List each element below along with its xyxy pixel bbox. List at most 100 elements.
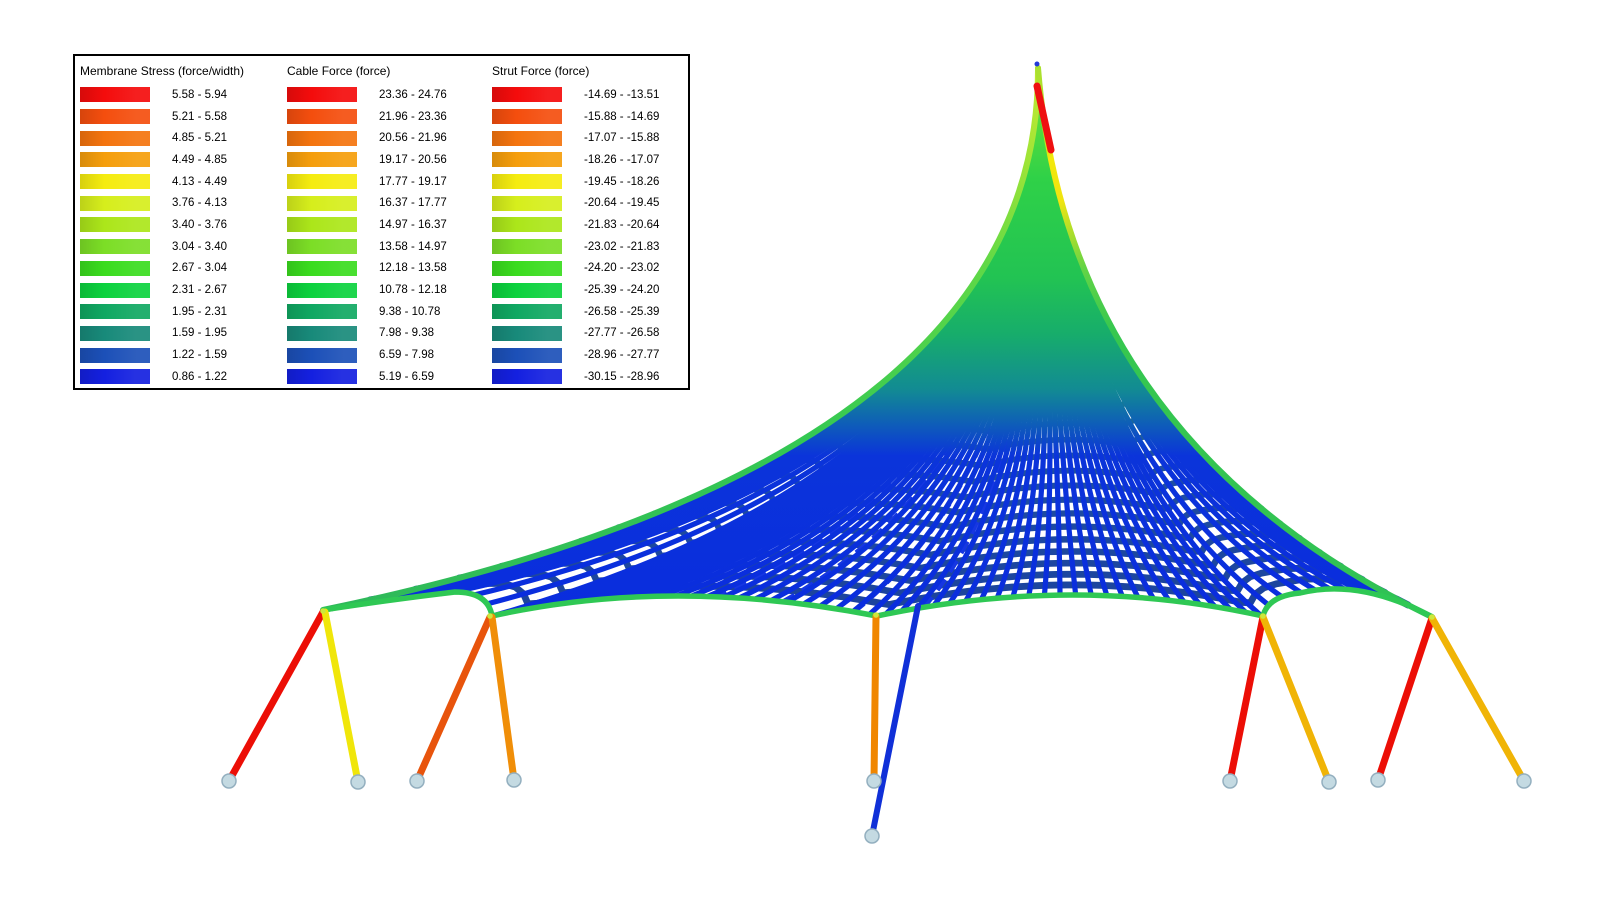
corner-node	[320, 608, 326, 614]
ground-anchor	[1516, 773, 1532, 789]
corner-node	[1260, 613, 1266, 619]
legend-row: -14.69 - -13.51	[492, 84, 690, 106]
legend-row: -18.26 - -17.07	[492, 149, 690, 171]
corner-nodes	[320, 608, 1435, 620]
legend-row: 3.04 - 3.40	[80, 236, 287, 258]
legend-range-label: -25.39 - -24.20	[584, 284, 660, 297]
legend-row: 21.96 - 23.36	[287, 106, 492, 128]
apex-node	[1034, 61, 1040, 67]
legend-range-label: -21.83 - -20.64	[584, 218, 660, 231]
legend-color-swatch	[287, 304, 357, 320]
legend-column-membrane-stress: Membrane Stress (force/width) 5.58 - 5.9…	[80, 60, 287, 388]
legend-row: -21.83 - -20.64	[492, 214, 690, 236]
legend-range-label: 6.59 - 7.98	[379, 349, 434, 362]
legend-row: 1.59 - 1.95	[80, 323, 287, 345]
legend-row: 23.36 - 24.76	[287, 84, 492, 106]
legend-color-swatch	[492, 217, 562, 233]
legend-range-label: -15.88 - -14.69	[584, 110, 660, 123]
legend-range-label: 5.19 - 6.59	[379, 370, 434, 383]
legend-color-swatch	[287, 195, 357, 211]
legend-row: 5.58 - 5.94	[80, 84, 287, 106]
legend-range-label: 13.58 - 14.97	[379, 240, 447, 253]
ground-anchor	[506, 772, 522, 788]
legend-range-label: 19.17 - 20.56	[379, 153, 447, 166]
strut	[869, 603, 921, 839]
legend-color-swatch	[80, 260, 150, 276]
legend-color-swatch	[287, 239, 357, 255]
ground-anchor	[221, 773, 237, 789]
legend-range-label: -20.64 - -19.45	[584, 197, 660, 210]
legend-column-cable-force: Cable Force (force) 23.36 - 24.76 21.96 -…	[287, 60, 492, 388]
legend-row: 4.13 - 4.49	[80, 171, 287, 193]
legend-row: 2.67 - 3.04	[80, 258, 287, 280]
legend-row: 13.58 - 14.97	[287, 236, 492, 258]
corner-node	[487, 613, 493, 619]
strut	[413, 613, 494, 785]
strut	[870, 612, 880, 785]
legend-row: -24.20 - -23.02	[492, 258, 690, 280]
legend-row: -30.15 - -28.96	[492, 366, 690, 388]
legend-range-label: -27.77 - -26.58	[584, 327, 660, 340]
ground-anchor	[1222, 773, 1238, 789]
legend-row: 14.97 - 16.37	[287, 214, 492, 236]
legend-color-swatch	[492, 87, 562, 103]
legend-rows-membrane-stress: 5.58 - 5.94 5.21 - 5.58 4.85 - 5.21 4.49 - …	[80, 84, 287, 388]
legend-range-label: 1.95 - 2.31	[172, 305, 227, 318]
legend-range-label: 3.76 - 4.13	[172, 197, 227, 210]
legend-range-label: 5.21 - 5.58	[172, 110, 227, 123]
corner-node	[873, 612, 879, 618]
legend-color-swatch	[80, 347, 150, 363]
legend-panel: Membrane Stress (force/width) 5.58 - 5.9…	[73, 54, 690, 390]
legend-range-label: 2.67 - 3.04	[172, 262, 227, 275]
legend-range-label: 9.38 - 10.78	[379, 305, 441, 318]
legend-range-label: -26.58 - -25.39	[584, 305, 660, 318]
legend-range-label: -18.26 - -17.07	[584, 153, 660, 166]
ground-anchor	[1370, 772, 1386, 788]
legend-row: 1.22 - 1.59	[80, 344, 287, 366]
legend-row: 1.95 - 2.31	[80, 301, 287, 323]
legend-color-swatch	[492, 325, 562, 341]
legend-color-swatch	[80, 195, 150, 211]
legend-column-strut-force: Strut Force (force) -14.69 - -13.51 -15.8…	[492, 60, 690, 388]
legend-color-swatch	[80, 239, 150, 255]
legend-row: -27.77 - -26.58	[492, 323, 690, 345]
legend-title-membrane-stress: Membrane Stress (force/width)	[80, 64, 245, 78]
legend-color-swatch	[80, 174, 150, 190]
legend-row: 7.98 - 9.38	[287, 323, 492, 345]
legend-color-swatch	[287, 325, 357, 341]
apex-strut	[1033, 82, 1055, 154]
legend-range-label: 16.37 - 17.77	[379, 197, 447, 210]
legend-row: 4.85 - 5.21	[80, 127, 287, 149]
legend-row: 3.76 - 4.13	[80, 192, 287, 214]
legend-row: 20.56 - 21.96	[287, 127, 492, 149]
legend-color-swatch	[492, 260, 562, 276]
legend-row: 19.17 - 20.56	[287, 149, 492, 171]
legend-range-label: 10.78 - 12.18	[379, 284, 447, 297]
legend-row: -23.02 - -21.83	[492, 236, 690, 258]
legend-row: 16.37 - 17.77	[287, 192, 492, 214]
legend-row: 17.77 - 19.17	[287, 171, 492, 193]
legend-color-swatch	[80, 325, 150, 341]
legend-color-swatch	[287, 109, 357, 125]
legend-color-swatch	[80, 109, 150, 125]
legend-range-label: 2.31 - 2.67	[172, 284, 227, 297]
legend-range-label: -30.15 - -28.96	[584, 370, 660, 383]
legend-row: 6.59 - 7.98	[287, 344, 492, 366]
legend-color-swatch	[287, 174, 357, 190]
legend-row: -15.88 - -14.69	[492, 106, 690, 128]
legend-range-label: -28.96 - -27.77	[584, 349, 660, 362]
legend-range-label: 7.98 - 9.38	[379, 327, 434, 340]
legend-range-label: 23.36 - 24.76	[379, 88, 447, 101]
legend-range-label: 3.04 - 3.40	[172, 240, 227, 253]
legend-color-swatch	[492, 109, 562, 125]
legend-range-label: -17.07 - -15.88	[584, 132, 660, 145]
ground-anchors	[221, 772, 1532, 844]
legend-range-label: 12.18 - 13.58	[379, 262, 447, 275]
strut	[488, 613, 518, 784]
legend-color-swatch	[492, 282, 562, 298]
legend-title-strut-force: Strut Force (force)	[492, 64, 590, 78]
legend-color-swatch	[287, 87, 357, 103]
legend-color-swatch	[287, 152, 357, 168]
corner-node	[1429, 614, 1435, 620]
